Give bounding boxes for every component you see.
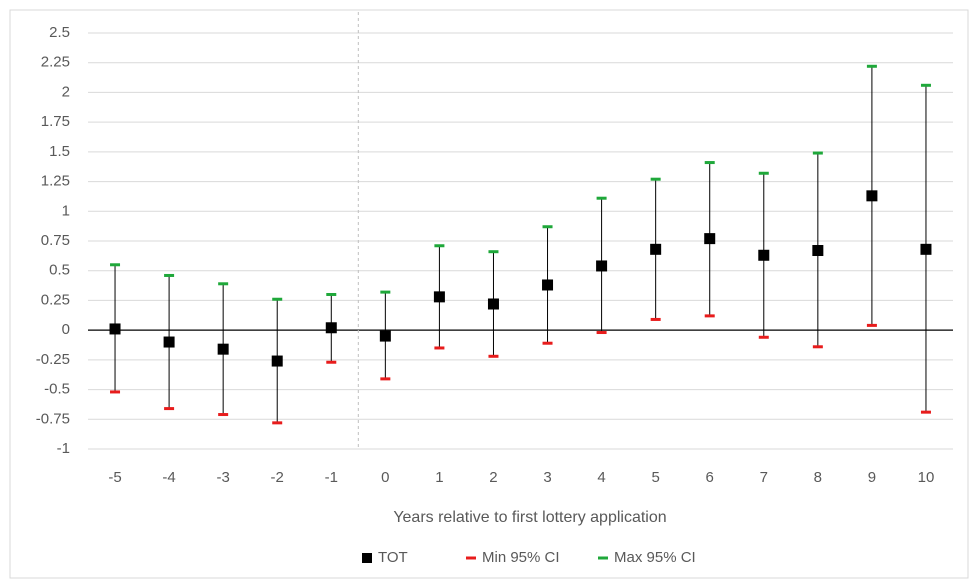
tot-marker [109, 323, 121, 335]
tot-marker [379, 330, 391, 342]
tot-marker [325, 322, 337, 334]
x-tick-label: -2 [271, 469, 284, 486]
y-tick-label: -1 [57, 440, 70, 457]
tot-marker [433, 291, 445, 303]
y-tick-label: 1 [62, 202, 70, 219]
y-tick-label: 1.25 [41, 173, 70, 190]
y-tick-label: -0.25 [36, 351, 70, 368]
x-tick-label: -4 [162, 469, 175, 486]
y-tick-label: 2 [62, 83, 70, 100]
x-tick-label: 0 [381, 469, 389, 486]
x-tick-label: -1 [325, 469, 338, 486]
x-tick-label: 5 [651, 469, 659, 486]
x-tick-label: 3 [543, 469, 551, 486]
tot-marker [758, 249, 770, 261]
tot-marker [487, 298, 499, 310]
tot-marker [812, 245, 824, 257]
tot-marker [217, 343, 229, 355]
x-tick-label: 6 [706, 469, 714, 486]
x-tick-label: 2 [489, 469, 497, 486]
y-tick-label: -0.5 [44, 381, 70, 398]
legend-label: Max 95% CI [614, 549, 696, 566]
tot-marker [163, 336, 175, 348]
tot-marker [596, 260, 608, 272]
y-tick-label: 0.75 [41, 232, 70, 249]
tot-marker [704, 233, 716, 245]
x-tick-label: 10 [918, 469, 935, 486]
chart-border [9, 9, 969, 579]
y-tick-label: 1.75 [41, 113, 70, 130]
legend-label: Min 95% CI [482, 549, 560, 566]
y-tick-label: 1.5 [49, 143, 70, 160]
y-tick-label: 0.25 [41, 291, 70, 308]
tot-marker [920, 243, 932, 255]
x-tick-label: -3 [216, 469, 229, 486]
x-tick-label: 1 [435, 469, 443, 486]
tot-marker [650, 243, 662, 255]
x-tick-label: 7 [760, 469, 768, 486]
tot-marker [866, 190, 878, 202]
tot-marker [271, 355, 283, 367]
x-tick-label: 9 [868, 469, 876, 486]
y-tick-label: 2.25 [41, 54, 70, 71]
y-tick-label: 0.5 [49, 262, 70, 279]
legend-marker [362, 553, 372, 563]
y-tick-label: -0.75 [36, 410, 70, 427]
y-tick-label: 2.5 [49, 24, 70, 41]
legend-label: TOT [378, 549, 408, 566]
x-tick-label: -5 [108, 469, 121, 486]
tot-marker [542, 279, 554, 291]
y-tick-label: 0 [62, 321, 70, 338]
x-axis-title: Years relative to first lottery applicat… [393, 509, 666, 526]
x-tick-label: 8 [814, 469, 822, 486]
x-tick-label: 4 [597, 469, 605, 486]
